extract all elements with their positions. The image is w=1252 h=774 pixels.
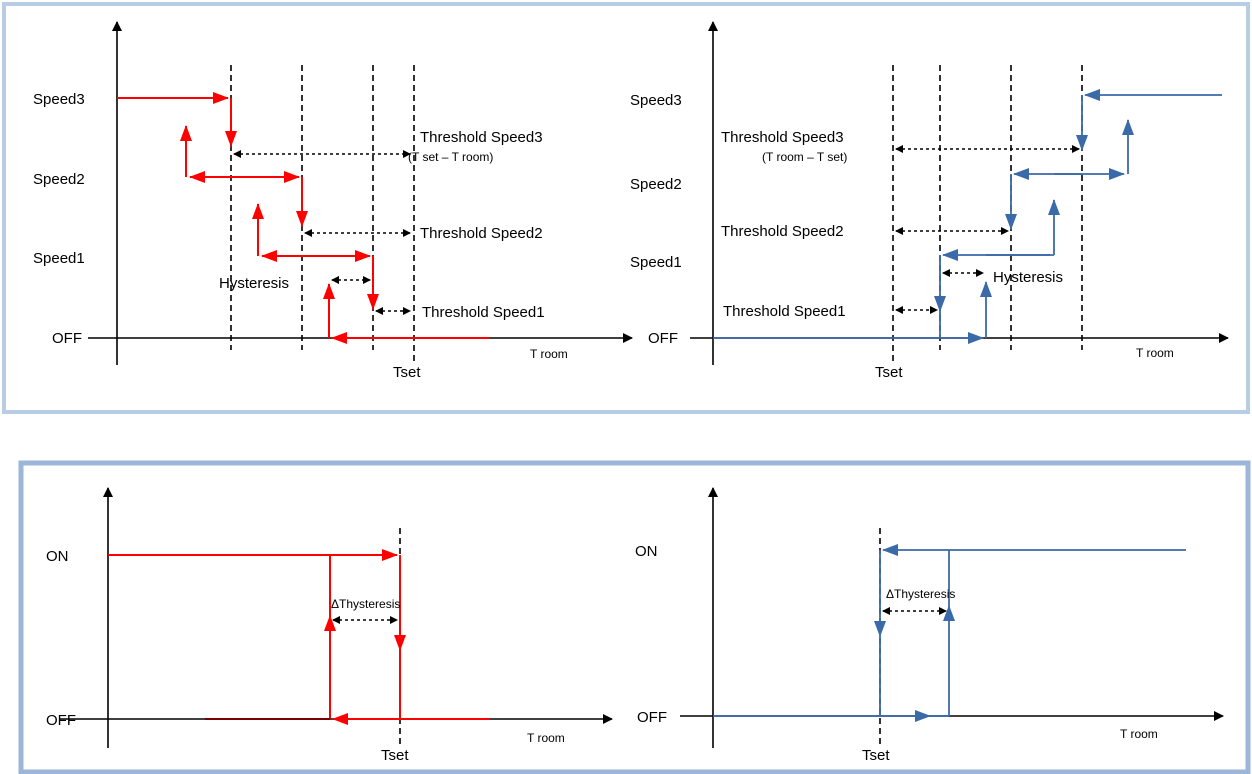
threshold-speed1-label: Threshold Speed1 [422, 304, 545, 321]
tset-label: Tset [862, 747, 890, 764]
level-label-on: ON [46, 548, 69, 565]
threshold-speed3-label: Threshold Speed3 [721, 129, 844, 146]
delta-hysteresis-label: ΔThysteresis [886, 587, 955, 601]
x-axis-label: T room [527, 731, 565, 745]
hysteresis-label: Hysteresis [993, 269, 1063, 286]
delta-hysteresis-label: ΔThysteresis [331, 597, 400, 611]
threshold-speed3-formula: (T room – T set) [762, 150, 847, 164]
threshold-speed2-label: Threshold Speed2 [420, 225, 543, 242]
tset-label: Tset [381, 747, 409, 764]
tset-label: Tset [393, 364, 421, 381]
tset-label: Tset [875, 364, 903, 381]
level-label-speed2: Speed2 [630, 176, 682, 193]
bottom-right-diagram: ON OFF ΔThysteresis T room Tset [635, 487, 1224, 764]
bottom-left-diagram: ON OFF ΔThysteresis T room Tset [46, 487, 613, 764]
top-panel-frame [2, 2, 1250, 414]
level-label-off: OFF [46, 712, 76, 729]
x-axis-label: T room [530, 347, 568, 361]
threshold-speed1-label: Threshold Speed1 [723, 303, 846, 320]
bottom-panel-frame [18, 460, 1251, 774]
level-label-speed1: Speed1 [630, 254, 682, 271]
threshold-speed3-formula: (T set – T room) [408, 150, 493, 164]
level-label-off: OFF [52, 330, 82, 347]
level-label-speed2: Speed2 [33, 171, 85, 188]
hysteresis-label: Hysteresis [219, 275, 289, 292]
top-left-diagram: Speed3 Speed2 Speed1 OFF Threshold Speed… [33, 21, 633, 381]
threshold-speed2-label: Threshold Speed2 [721, 223, 844, 240]
level-label-off: OFF [648, 330, 678, 347]
top-right-diagram: Speed3 Speed2 Speed1 OFF Threshold Speed… [630, 21, 1229, 381]
level-label-speed1: Speed1 [33, 250, 85, 267]
threshold-speed3-label: Threshold Speed3 [420, 129, 543, 146]
level-label-on: ON [635, 543, 658, 560]
level-label-speed3: Speed3 [630, 92, 682, 109]
x-axis-label: T room [1120, 727, 1158, 741]
level-label-speed3: Speed3 [33, 91, 85, 108]
level-label-off: OFF [637, 709, 667, 726]
x-axis-label: T room [1136, 346, 1174, 360]
